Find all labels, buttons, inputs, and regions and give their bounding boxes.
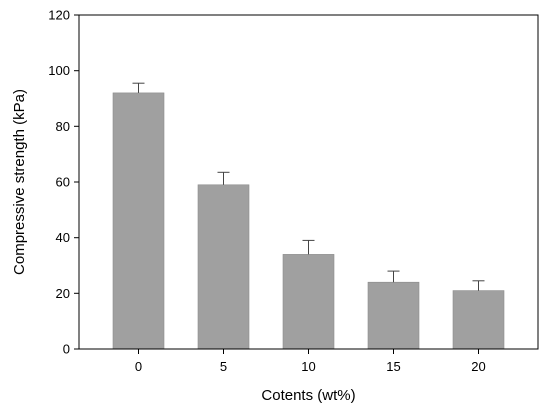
x-tick-label-15: 15	[386, 359, 400, 374]
error-bar-10	[302, 239, 315, 255]
error-bars-layer	[132, 82, 485, 291]
y-tick-label-100: 100	[48, 63, 70, 78]
error-bar-5	[217, 171, 230, 185]
x-axis-label: Cotents (wt%)	[261, 387, 355, 404]
x-tick-label-0: 0	[135, 359, 142, 374]
y-tick-label-80: 80	[56, 119, 70, 134]
y-tick-label-20: 20	[56, 286, 70, 301]
x-tick-label-5: 5	[220, 359, 227, 374]
error-bar-20	[472, 280, 485, 291]
x-tick-label-10: 10	[301, 359, 315, 374]
bar-10	[282, 254, 335, 350]
y-tick-label-0: 0	[63, 342, 70, 357]
x-tick-label-20: 20	[471, 359, 485, 374]
bar-20	[452, 290, 505, 350]
y-tick-label-60: 60	[56, 175, 70, 190]
y-axis-label: Compressive strength (kPa)	[11, 89, 28, 275]
y-tick-label-120: 120	[48, 8, 70, 23]
y-ticks-layer: 0 20 40 60 80 100 120	[48, 8, 79, 357]
x-ticks-layer: 0 5 10 15 20	[135, 349, 486, 374]
error-bar-0	[132, 82, 145, 93]
bar-0	[112, 92, 165, 350]
bar-15	[367, 281, 420, 350]
error-bar-15	[387, 270, 400, 283]
bar-5	[197, 184, 250, 350]
y-tick-label-40: 40	[56, 230, 70, 245]
bars-layer	[112, 92, 505, 350]
